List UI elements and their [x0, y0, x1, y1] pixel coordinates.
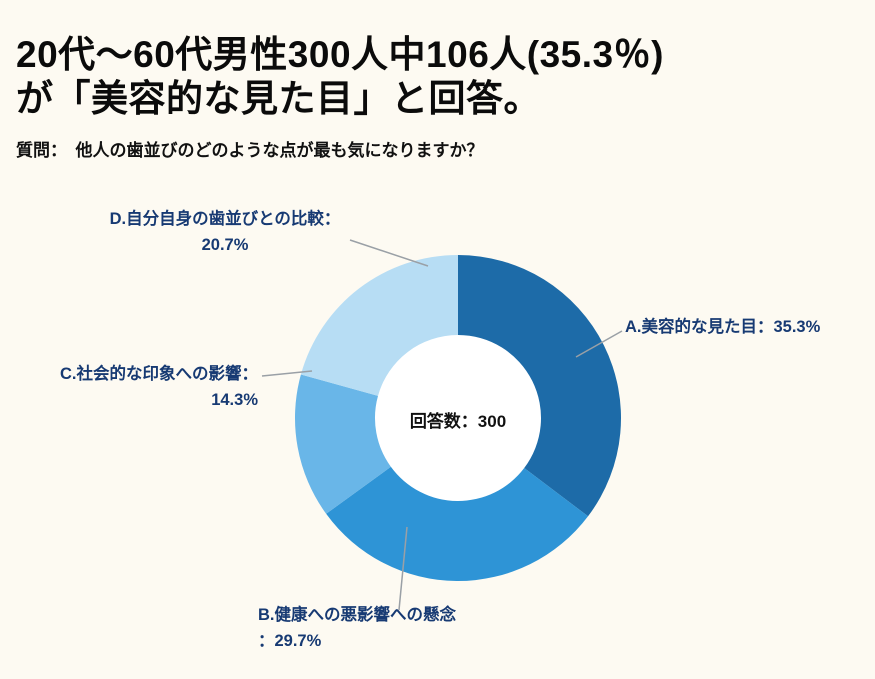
donut-segment-b	[326, 466, 589, 582]
question-text: 質問： 他人の歯並びのどのような点が最も気になりますか？	[16, 141, 484, 160]
leader-line-c	[261, 370, 313, 377]
callout-b-value: ：29.7%	[258, 632, 322, 650]
leader-line-b	[398, 526, 408, 611]
donut-segment-d	[300, 254, 458, 396]
page-title-line1: 20代〜60代男性300人中106人(35.3％)	[16, 33, 664, 75]
leader-line-d	[349, 239, 429, 267]
callout-label-a: A.美容的な見た目：35.3%	[625, 314, 820, 340]
donut-segment-a	[458, 255, 622, 517]
page-title: 20代〜60代男性300人中106人(35.3％) が「美容的な見た目」と回答。	[16, 33, 866, 122]
callout-label-c: C.社会的な印象への影響： 14.3%	[30, 361, 258, 413]
callout-b-text: B.健康への悪影響への懸念	[258, 606, 456, 624]
callout-label-b: B.健康への悪影響への懸念 ：29.7%	[258, 602, 456, 654]
donut-segments	[294, 254, 622, 582]
callout-a-text: A.美容的な見た目：35.3%	[625, 318, 821, 336]
donut-hole	[374, 334, 542, 502]
callout-d-value: 20.7%	[201, 236, 249, 254]
page-title-line2: が「美容的な見た目」と回答。	[16, 78, 541, 120]
callout-d-text: D.自分自身の歯並びとの比較：	[109, 210, 341, 228]
leader-line-a	[575, 330, 623, 358]
callout-c-text: C.社会的な印象への影響：	[60, 365, 258, 383]
callout-label-d: D.自分自身の歯並びとの比較： 20.7%	[90, 206, 360, 258]
donut-segment-c	[294, 374, 391, 514]
donut-center-label: 回答数：300	[409, 412, 507, 431]
callout-c-value: 14.3%	[211, 391, 258, 409]
